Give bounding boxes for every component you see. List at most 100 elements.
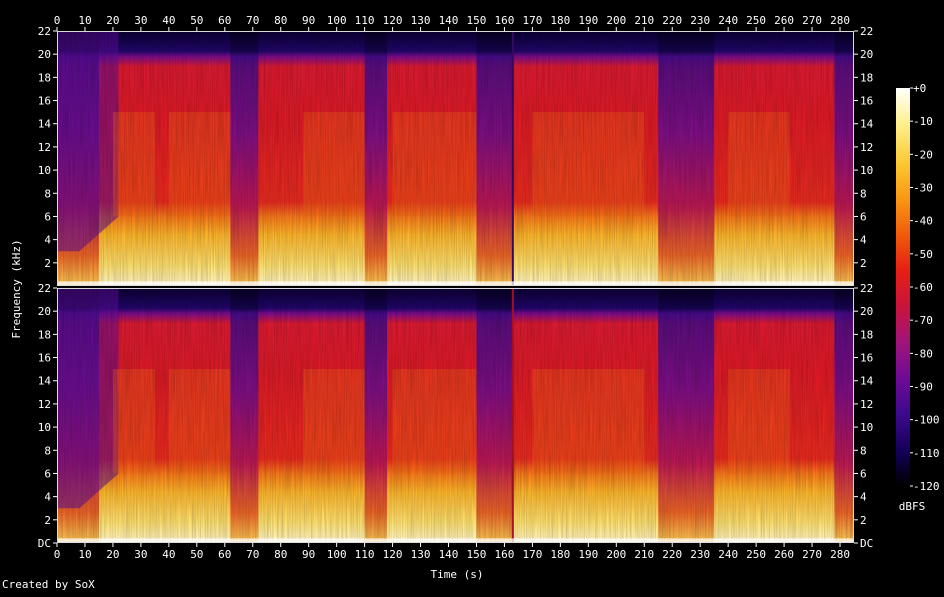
y-tick-label: 12 [860, 398, 873, 411]
panel-border [57, 31, 854, 286]
y-tick-label: 22 [860, 282, 873, 295]
y-tick-label: 10 [38, 164, 51, 177]
x-tick-label: 20 [106, 548, 119, 561]
x-tick-label: 170 [522, 14, 542, 27]
x-tick-label: 180 [550, 14, 570, 27]
y-tick-label: 14 [38, 118, 52, 131]
colorbar-tick-label: -60 [913, 281, 933, 294]
x-tick-label: 160 [495, 14, 515, 27]
y-tick-label: 16 [860, 352, 873, 365]
colorbar-tick-label: -120 [913, 480, 940, 493]
colorbar-tick-label: -100 [913, 414, 940, 427]
y-tick-label: 2 [44, 257, 51, 270]
x-axis-bottom: 0 10 20 30 40 50 60 70 80 90 100 110 120 130 140 150 160… [54, 543, 850, 561]
x-axis-top: 0 10 20 30 40 50 60 70 80 90 100 110 120 130 140 150 160… [54, 14, 850, 31]
channel-1-spectrogram [57, 31, 854, 286]
x-tick-label: 280 [830, 14, 850, 27]
y-tick-label: 22 [38, 282, 51, 295]
x-tick-label: 70 [246, 548, 259, 561]
x-tick-label: 170 [522, 548, 542, 561]
x-tick-label: 60 [218, 548, 231, 561]
colorbar-tick-label: -20 [913, 148, 933, 161]
y-tick-label: 18 [860, 328, 873, 341]
y-tick-label: 6 [44, 467, 51, 480]
y-tick-label: 16 [38, 352, 51, 365]
channel-2-spectrogram [57, 288, 854, 543]
y-tick-label: 14 [860, 118, 874, 131]
x-tick-label: 120 [383, 548, 403, 561]
x-tick-label: 110 [355, 548, 375, 561]
x-tick-label: 40 [162, 14, 175, 27]
y-axis-left: 2 4 6 8 10 12 14 16 18 20 22 DC 2 4 6 8 10 12 14 16 18 20 22 [38, 25, 57, 550]
texture [57, 288, 854, 543]
y-tick-label: 20 [38, 48, 51, 61]
y-axis-right: 2 4 6 8 10 12 14 16 18 20 22 DC 2 4 6 8 10 12 14 16 18 20 22 [854, 25, 874, 550]
panel-border [57, 288, 854, 543]
colorbar-tick-label: -80 [913, 347, 933, 360]
y-tick-label: 18 [38, 71, 51, 84]
x-tick-label: 140 [439, 548, 459, 561]
colorbar-tick-label: -70 [913, 314, 933, 327]
x-tick-label: 180 [550, 548, 570, 561]
y-tick-label: DC [860, 537, 873, 550]
x-tick-label: 50 [190, 14, 203, 27]
y-tick-label: 8 [860, 444, 867, 457]
x-tick-label: 80 [274, 548, 287, 561]
x-tick-label: 150 [467, 548, 487, 561]
x-tick-label: 90 [302, 548, 315, 561]
x-tick-label: 220 [662, 14, 682, 27]
x-tick-label: 60 [218, 14, 231, 27]
x-tick-label: 10 [78, 14, 91, 27]
x-tick-label: 10 [78, 548, 91, 561]
x-tick-label: 0 [54, 14, 61, 27]
y-tick-label: 6 [860, 467, 867, 480]
x-tick-label: 280 [830, 548, 850, 561]
x-tick-label: 90 [302, 14, 315, 27]
y-tick-label: 18 [860, 71, 873, 84]
colorbar-tick-label: +0 [913, 82, 926, 95]
y-tick-label: 10 [38, 421, 51, 434]
y-tick-label: 8 [44, 187, 51, 200]
x-tick-label: 270 [802, 14, 822, 27]
colorbar-tick-label: -30 [913, 182, 933, 195]
y-tick-label: 2 [860, 514, 867, 527]
x-tick-label: 270 [802, 548, 822, 561]
x-tick-label: 40 [162, 548, 175, 561]
x-tick-label: 230 [690, 14, 710, 27]
colorbar-tick-label: -50 [913, 248, 933, 261]
y-tick-label: 10 [860, 164, 873, 177]
y-tick-label: 4 [860, 491, 867, 504]
y-tick-label: 20 [860, 48, 873, 61]
y-tick-label: 16 [860, 95, 873, 108]
y-tick-label: 2 [44, 514, 51, 527]
y-tick-label: 10 [860, 421, 873, 434]
y-tick-label: 4 [860, 234, 867, 247]
x-tick-label: 130 [411, 548, 431, 561]
y-tick-label: 8 [44, 444, 51, 457]
y-tick-label: 6 [860, 210, 867, 223]
y-tick-label: 2 [860, 257, 867, 270]
y-tick-label: 18 [38, 328, 51, 341]
x-tick-label: 190 [578, 14, 598, 27]
y-tick-label: 22 [860, 25, 873, 38]
x-tick-label: 260 [774, 14, 794, 27]
y-tick-label: 16 [38, 95, 51, 108]
x-tick-label: 100 [327, 14, 347, 27]
x-tick-label: 140 [439, 14, 459, 27]
y-tick-label: 12 [38, 141, 51, 154]
y-axis-label: Frequency (kHz) [10, 239, 23, 338]
dc-band [57, 538, 854, 543]
x-tick-label: 130 [411, 14, 431, 27]
x-tick-label: 200 [606, 548, 626, 561]
y-tick-label: 20 [860, 305, 873, 318]
y-tick-label: 14 [38, 375, 52, 388]
x-tick-label: 160 [495, 548, 515, 561]
x-tick-label: 110 [355, 14, 375, 27]
y-tick-label: 4 [44, 234, 51, 247]
x-axis-label: Time (s) [431, 568, 484, 581]
x-tick-label: 100 [327, 548, 347, 561]
x-tick-label: 250 [746, 14, 766, 27]
x-tick-label: 230 [690, 548, 710, 561]
